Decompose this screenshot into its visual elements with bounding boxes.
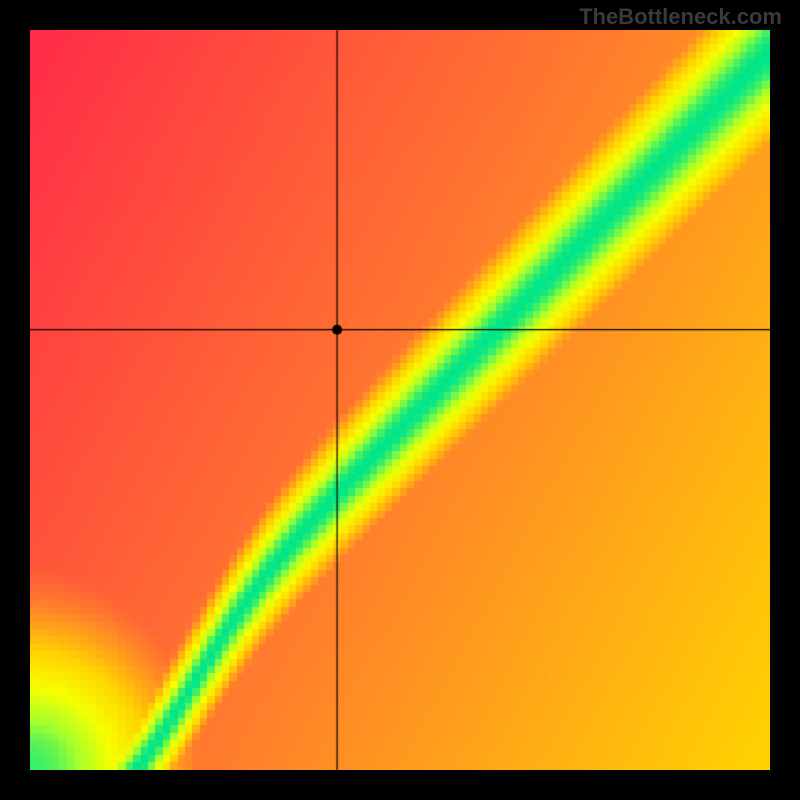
watermark-text: TheBottleneck.com bbox=[579, 4, 782, 30]
chart-container: TheBottleneck.com bbox=[0, 0, 800, 800]
bottleneck-heatmap bbox=[30, 30, 770, 770]
